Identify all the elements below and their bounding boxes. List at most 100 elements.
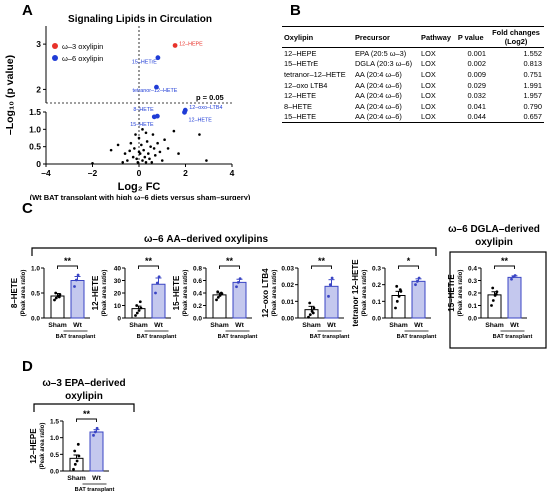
y-axis-label: 12–HETE	[91, 275, 100, 310]
y-axis-unit: (Peak area ratio)	[272, 270, 278, 317]
cell-p-value: 0.009	[467, 69, 487, 79]
data-point	[53, 298, 56, 302]
cell-oxylipin: 15–HETE	[282, 111, 353, 124]
x-tick-label: –2	[88, 168, 98, 178]
significance-bracket	[494, 265, 515, 269]
bar-sham	[69, 457, 84, 472]
data-point	[135, 304, 139, 307]
bar-chart-8-hete: 0.0 0.5 1.0 8–HETE (Peak area ratio) Sham Wt **…	[10, 256, 95, 340]
cell-pathway: LOX	[421, 69, 436, 79]
cell-oxylipin: 12–HEPE	[284, 48, 317, 58]
category-label: Sham	[129, 322, 148, 329]
highlight-label: 12–HEPE	[179, 41, 203, 47]
bar-chart-12-hepe: 0.0 0.5 1.0 1.5 12–HEPE (Peak area ratio) Sham…	[29, 409, 114, 493]
data-point	[129, 141, 133, 145]
y-tick-label: 0.0	[50, 469, 59, 476]
data-point	[137, 309, 141, 312]
data-point	[166, 147, 170, 150]
category-label: Sham	[48, 322, 67, 329]
cell-fold-change: 1.552	[523, 48, 543, 58]
data-point	[307, 315, 310, 319]
y-tick-label: 20	[114, 291, 122, 298]
data-point	[135, 157, 138, 161]
legend-omega6-marker	[52, 55, 58, 61]
bar-sham	[212, 294, 227, 319]
bar-chart-tetranor-12-hete: 0.0 0.1 0.2 0.3 tetranor 12–HETE (Peak area r…	[351, 256, 436, 340]
group1-title: ω–6 AA–derived oxylipins	[144, 234, 268, 245]
cell-pathway: LOX	[421, 48, 436, 58]
bar-wt	[411, 280, 426, 319]
y-axis-unit: (Peak area ratio)	[362, 270, 368, 317]
x-axis-label: Log₂ FC	[118, 181, 161, 193]
volcano-title: Signaling Lipids in Circulation	[68, 14, 212, 25]
group2-title-line2: oxylipin	[475, 237, 513, 248]
data-point	[308, 313, 312, 317]
cell-pathway: LOX	[421, 59, 436, 69]
bat-transplant-label: BAT transplant	[75, 487, 115, 493]
data-point	[198, 133, 201, 136]
cell-fold-change: 0.751	[523, 69, 543, 79]
highlight-point	[172, 43, 178, 48]
table-row: tetranor–12–HETE AA (20:4 ω–6) LOX 0.009 0.7…	[282, 69, 544, 80]
data-point	[136, 160, 140, 164]
data-point	[77, 454, 81, 458]
data-point	[123, 152, 127, 155]
data-point	[328, 283, 332, 287]
data-point	[205, 159, 208, 162]
panel-d-letter: D	[22, 358, 33, 375]
cell-oxylipin: tetranor–12–HETE	[284, 69, 346, 79]
y-tick-label: 0.1	[372, 299, 381, 306]
data-point	[134, 314, 137, 317]
panel-a-caption: (Wt BAT transplant with high ω–6 diets v…	[30, 193, 251, 200]
significance-bracket	[398, 265, 419, 269]
data-point	[138, 300, 142, 304]
y-tick-label: 10	[114, 303, 122, 310]
data-point	[494, 292, 498, 296]
data-point	[330, 276, 334, 280]
bat-transplant-label: BAT transplant	[137, 334, 177, 340]
y-axis-label: 15–HETE	[172, 275, 181, 310]
cell-fold-change: 0.657	[488, 111, 544, 124]
y-tick-label: 0.3	[372, 266, 381, 273]
y-tick-label: 0.03	[281, 266, 294, 273]
table-header-row: Oxylipin Precursor Pathway P value Fold …	[282, 26, 544, 48]
data-point	[154, 291, 157, 295]
data-point	[398, 288, 402, 292]
x-tick-label: 2	[183, 168, 188, 178]
data-point	[144, 131, 148, 135]
y-axis-label: tetranor 12–HETE	[351, 259, 360, 327]
significance-label: *	[407, 256, 411, 266]
group2-title-line1: ω–6 DGLA–derived	[448, 224, 540, 235]
highlight-point	[182, 109, 187, 115]
data-point	[311, 311, 315, 315]
y-tick-label: 0.8	[193, 266, 202, 273]
category-label: Wt	[154, 322, 163, 329]
data-point	[95, 426, 99, 430]
bar-sham	[50, 295, 65, 319]
header-oxylipin: Oxylipin	[282, 26, 353, 48]
cell-pathway: LOX	[421, 80, 436, 90]
data-point	[73, 285, 76, 288]
cell-oxylipin: 15–HETrE	[284, 59, 319, 69]
bar-chart-15-hetre: 0.0 0.1 0.2 0.3 0.4 15–HETrE (Peak area ratio)…	[447, 256, 532, 340]
significance-bracket	[57, 265, 78, 269]
panel-d-title-line1: ω–3 EPA–derived	[42, 378, 125, 389]
data-point	[54, 296, 58, 300]
data-point	[172, 129, 176, 133]
data-point	[235, 285, 238, 289]
data-point	[141, 159, 144, 162]
y-tick-label: 30	[114, 278, 122, 285]
highlight-label: 8–HETE	[133, 107, 154, 113]
y-axis-label: 8–HETE	[10, 277, 19, 308]
panel-b-letter: B	[290, 2, 301, 19]
data-point	[399, 289, 403, 293]
y-axis-label: 12–HEPE	[29, 428, 38, 464]
data-point	[414, 283, 417, 287]
bar-chart-12-hete: 0 10 20 30 40 12–HETE (Peak area ratio) Sham Wt *…	[91, 256, 176, 340]
panel-c-letter: C	[22, 200, 33, 217]
bar-wt	[507, 276, 522, 319]
data-point	[144, 160, 148, 164]
data-point	[417, 276, 421, 280]
header-precursor: Precursor	[352, 26, 420, 48]
cell-fold-change: 0.790	[523, 101, 543, 111]
